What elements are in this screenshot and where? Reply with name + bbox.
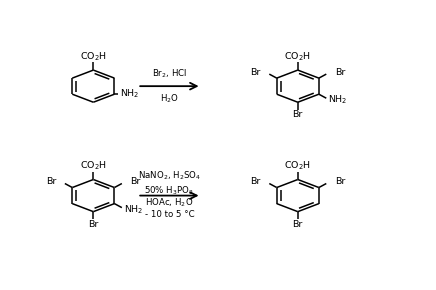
Text: Br: Br [293,110,303,119]
Text: Br: Br [250,68,261,77]
Text: HOAc, H$_2$O
- 10 to 5 °C: HOAc, H$_2$O - 10 to 5 °C [145,196,194,219]
Text: CO$_2$H: CO$_2$H [284,160,311,172]
Text: CO$_2$H: CO$_2$H [80,50,107,63]
Text: Br: Br [46,177,56,186]
Text: NH$_2$: NH$_2$ [120,88,140,100]
Text: H$_2$O: H$_2$O [160,92,179,105]
Text: Br: Br [88,220,99,229]
Text: NH$_2$: NH$_2$ [123,203,143,216]
Text: Br: Br [335,68,345,77]
Text: NH$_2$: NH$_2$ [328,94,347,106]
Text: Br: Br [250,177,261,186]
Text: CO$_2$H: CO$_2$H [80,160,107,172]
Text: Br: Br [335,177,345,186]
Text: Br: Br [293,220,303,229]
Text: Br$_2$, HCl: Br$_2$, HCl [152,68,187,80]
Text: NaNO$_2$, H$_2$SO$_4$
50% H$_3$PO$_2$: NaNO$_2$, H$_2$SO$_4$ 50% H$_3$PO$_2$ [138,170,201,197]
Text: CO$_2$H: CO$_2$H [284,50,311,63]
Text: Br: Br [130,177,141,186]
